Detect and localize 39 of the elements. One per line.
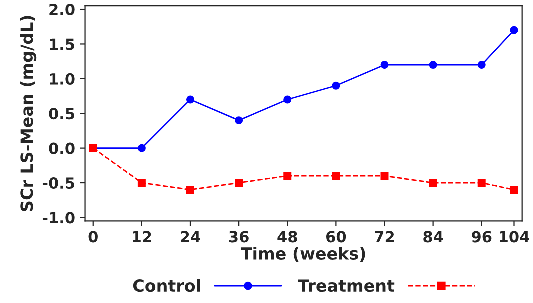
y-tick-label: 1.0 (50, 73, 75, 85)
point (138, 144, 146, 152)
x-tick-label: 48 (278, 231, 298, 243)
point (510, 186, 518, 194)
point (478, 61, 486, 70)
x-tick-label: 12 (133, 231, 152, 243)
y-tick-label: 1.5 (50, 38, 74, 50)
point (235, 179, 244, 188)
point (284, 96, 292, 104)
point (235, 116, 244, 125)
point (186, 96, 194, 104)
x-axis-title: Time (weeks) (240, 247, 366, 262)
point (186, 186, 194, 194)
y-tick-label: -1.0 (42, 212, 75, 224)
point (380, 172, 389, 180)
x-tick-label: 104 (500, 231, 530, 243)
x-tick-label: 84 (424, 231, 444, 243)
y-axis-title: SCr LS-Mean (mg/dL) (20, 16, 37, 212)
x-tick-label: 36 (229, 231, 249, 243)
point (510, 26, 518, 34)
point (380, 61, 389, 70)
x-tick-label: 24 (181, 231, 200, 243)
point (138, 179, 146, 188)
x-tick-label: 96 (472, 231, 492, 243)
point (332, 172, 340, 180)
x-tick-label: 60 (326, 231, 346, 243)
x-tick-label: 72 (375, 231, 394, 243)
y-tick-label: 0.0 (49, 142, 75, 154)
y-tick-label: 0.5 (49, 108, 74, 120)
point (478, 179, 486, 188)
legend-label: Control (133, 279, 200, 292)
y-tick-label: 2.0 (50, 4, 75, 16)
legend-label: Treatment (298, 280, 395, 292)
x-tick-label: 0 (88, 231, 98, 243)
point (332, 82, 340, 90)
point (429, 61, 438, 70)
y-tick-label: -0.5 (42, 177, 74, 190)
point (284, 172, 292, 180)
point (429, 179, 438, 188)
